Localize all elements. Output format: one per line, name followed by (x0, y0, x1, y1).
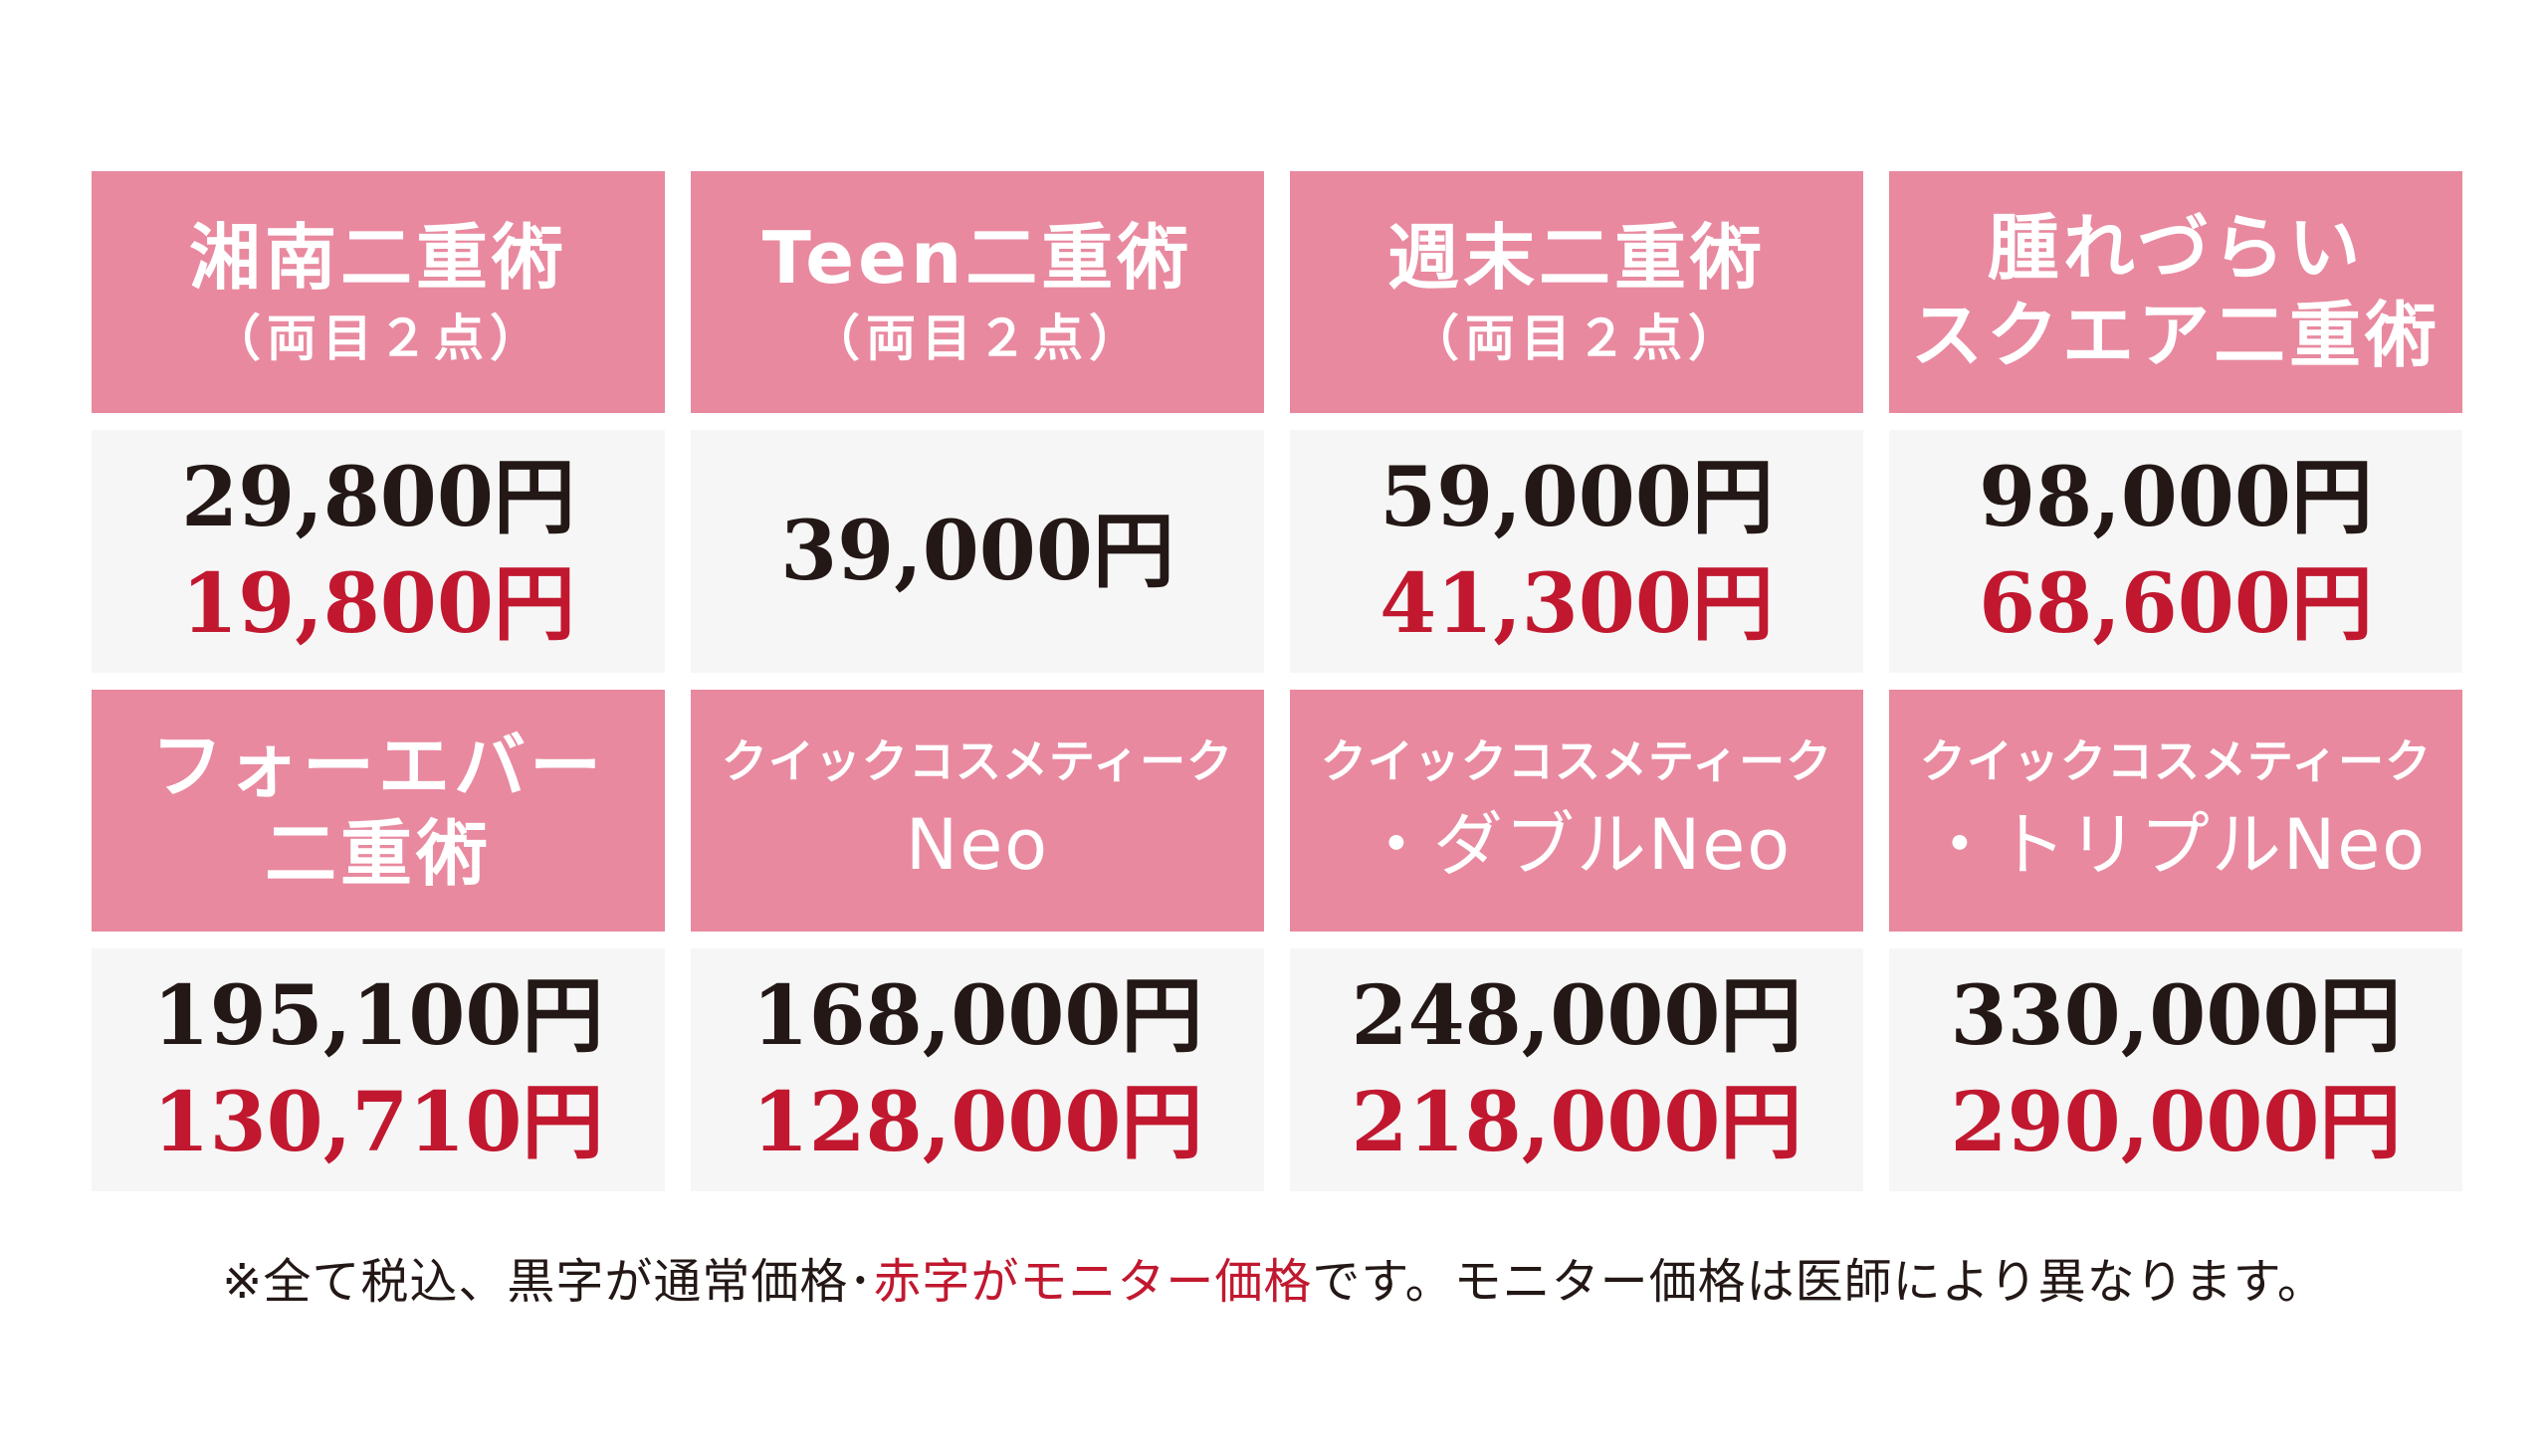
price-cell-weekend: 59,000円 41,300円 (1290, 430, 1863, 673)
regular-price: 168,000円 (751, 968, 1203, 1065)
card-header-quick-double-neo: クイックコスメティーク ・ダブルNeo (1290, 690, 1863, 932)
card-title-small: クイックコスメティーク (721, 733, 1234, 788)
card-title-neo: Neo (905, 803, 1050, 886)
card-subtitle: （両目２点） (211, 309, 545, 367)
regular-price: 248,000円 (1351, 968, 1803, 1065)
monitor-price: 290,000円 (1950, 1075, 2402, 1170)
monitor-price: 41,300円 (1380, 556, 1774, 652)
monitor-price: 128,000円 (751, 1075, 1203, 1170)
card-header-weekend: 週末二重術 （両目２点） (1290, 171, 1863, 413)
price-cell-quick-neo: 168,000円 128,000円 (691, 948, 1264, 1191)
monitor-price: 19,800円 (181, 556, 575, 652)
price-cell-quick-double-neo: 248,000円 218,000円 (1290, 948, 1863, 1191)
price-cell-square: 98,000円 68,600円 (1889, 430, 2462, 673)
card-title-line1: 腫れづらい (1987, 205, 2365, 290)
footnote-part1: ※全て税込、黒字が通常価格･ (222, 1254, 874, 1310)
regular-price: 59,000円 (1380, 450, 1774, 546)
price-grid: 湘南二重術 （両目２点） Teen二重術 （両目２点） 週末二重術 （両目２点）… (92, 171, 2464, 1191)
card-title-line2: スクエア二重術 (1910, 293, 2441, 377)
card-title-small: クイックコスメティーク (1320, 733, 1833, 788)
monitor-price: 68,600円 (1979, 556, 2373, 652)
regular-price: 195,100円 (152, 968, 604, 1065)
footnote: ※全て税込、黒字が通常価格･赤字がモニター価格です。モニター価格は医師により異な… (0, 1242, 2548, 1312)
price-cell-shonan: 29,800円 19,800円 (92, 430, 665, 673)
card-header-teen: Teen二重術 （両目２点） (691, 171, 1264, 413)
monitor-price: 218,000円 (1351, 1075, 1803, 1170)
card-title: Teen二重術 (761, 216, 1193, 301)
card-header-shonan: 湘南二重術 （両目２点） (92, 171, 665, 413)
price-cell-forever: 195,100円 130,710円 (92, 948, 665, 1191)
card-title-line1: フォーエバー (150, 724, 605, 808)
regular-price: 39,000円 (780, 503, 1174, 599)
card-header-square: 腫れづらい スクエア二重術 (1889, 171, 2462, 413)
card-title: 湘南二重術 (188, 216, 567, 301)
monitor-price: 130,710円 (152, 1075, 604, 1170)
card-header-forever: フォーエバー 二重術 (92, 690, 665, 932)
regular-price: 330,000円 (1950, 968, 2402, 1065)
card-header-quick-neo: クイックコスメティーク Neo (691, 690, 1264, 932)
footnote-part3: です。モニター価格は医師により異なります。 (1312, 1254, 2326, 1310)
footnote-red-part: 赤字がモニター価格 (873, 1254, 1313, 1310)
card-title-neo: ・ダブルNeo (1361, 803, 1793, 886)
card-title-small: クイックコスメティーク (1919, 733, 2433, 788)
price-cell-teen: 39,000円 (691, 430, 1264, 673)
regular-price: 29,800円 (181, 450, 575, 546)
card-header-quick-triple-neo: クイックコスメティーク ・トリプルNeo (1889, 690, 2462, 932)
price-cell-quick-triple-neo: 330,000円 290,000円 (1889, 948, 2462, 1191)
card-title-line2: 二重術 (264, 811, 492, 896)
card-title-neo: ・トリプルNeo (1924, 803, 2428, 886)
card-title: 週末二重術 (1386, 216, 1766, 301)
card-subtitle: （両目２点） (810, 309, 1145, 367)
card-subtitle: （両目２点） (1409, 309, 1744, 367)
regular-price: 98,000円 (1979, 450, 2373, 546)
